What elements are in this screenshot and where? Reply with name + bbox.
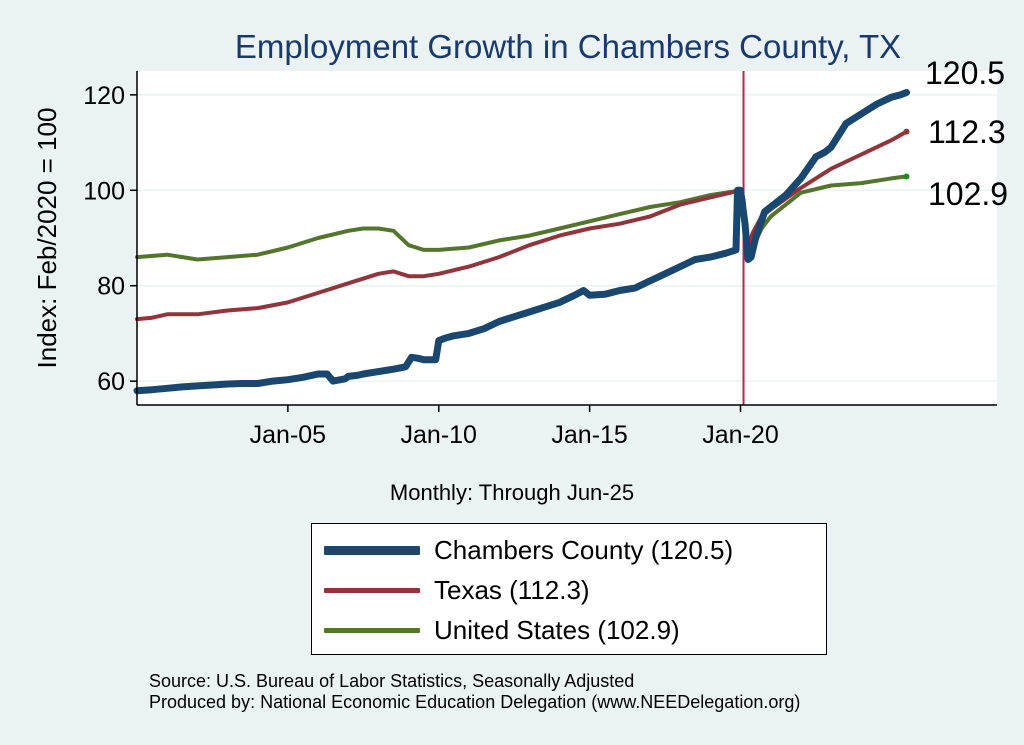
y-ticks: 60 80 100 120 bbox=[83, 82, 137, 396]
footer: Source: U.S. Bureau of Labor Statistics,… bbox=[149, 671, 800, 713]
series-end-point bbox=[903, 173, 910, 180]
y-axis-label: Index: Feb/2020 = 100 bbox=[32, 108, 62, 369]
legend-item-us: United States (102.9) bbox=[324, 615, 680, 645]
legend-swatch-chambers bbox=[324, 545, 420, 555]
series-line bbox=[135, 174, 909, 262]
end-labels: 120.5 112.3 102.9 bbox=[925, 55, 1008, 212]
y-tick-label: 120 bbox=[83, 82, 125, 110]
chart-title: Employment Growth in Chambers County, TX bbox=[235, 28, 901, 65]
y-tick-label: 60 bbox=[97, 368, 125, 396]
legend-swatch-texas bbox=[324, 587, 420, 593]
producer-note: Produced by: National Economic Education… bbox=[149, 692, 801, 712]
end-value-label: 112.3 bbox=[928, 114, 1006, 150]
plot-area bbox=[137, 71, 997, 405]
legend-label-texas: Texas (112.3) bbox=[434, 574, 590, 605]
x-axis-label: Monthly: Through Jun-25 bbox=[389, 480, 635, 505]
series-layer bbox=[133, 89, 910, 395]
y-tick-label: 100 bbox=[83, 177, 125, 205]
series-end-point bbox=[903, 128, 910, 135]
legend-swatch-us bbox=[324, 627, 420, 633]
series-line bbox=[133, 89, 910, 395]
legend-item-texas: Texas (112.3) bbox=[324, 575, 590, 605]
series-end-point bbox=[903, 89, 910, 96]
x-tick-label: Jan-05 bbox=[250, 421, 326, 449]
legend-label-us: United States (102.9) bbox=[434, 614, 680, 645]
x-tick-label: Jan-20 bbox=[702, 421, 778, 449]
legend: Chambers County (120.5) Texas (112.3) Un… bbox=[311, 523, 827, 655]
y-tick-label: 80 bbox=[97, 273, 125, 301]
legend-item-chambers: Chambers County (120.5) bbox=[324, 535, 733, 565]
end-value-label: 120.5 bbox=[925, 55, 1005, 91]
source-note: Source: U.S. Bureau of Labor Statistics,… bbox=[149, 671, 635, 691]
legend-label-chambers: Chambers County (120.5) bbox=[434, 534, 734, 565]
end-value-label: 102.9 bbox=[928, 176, 1008, 212]
x-tick-label: Jan-15 bbox=[551, 421, 627, 449]
x-tick-label: Jan-10 bbox=[401, 421, 477, 449]
x-ticks: Jan-05 Jan-10 Jan-15 Jan-20 bbox=[250, 405, 779, 449]
